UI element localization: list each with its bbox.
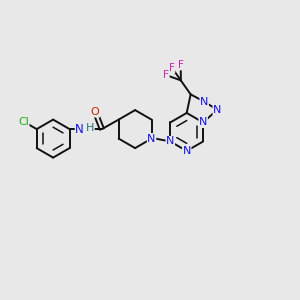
Text: O: O <box>91 107 100 117</box>
Text: N: N <box>200 97 208 106</box>
Text: F: F <box>169 63 175 73</box>
Text: Cl: Cl <box>18 116 29 127</box>
Text: H: H <box>86 123 94 133</box>
Text: N: N <box>147 134 156 144</box>
Text: N: N <box>75 123 84 136</box>
Text: N: N <box>182 146 191 156</box>
Text: F: F <box>178 60 184 70</box>
Text: F: F <box>163 70 169 80</box>
Text: N: N <box>213 105 221 115</box>
Text: N: N <box>166 136 174 146</box>
Text: N: N <box>199 118 207 128</box>
